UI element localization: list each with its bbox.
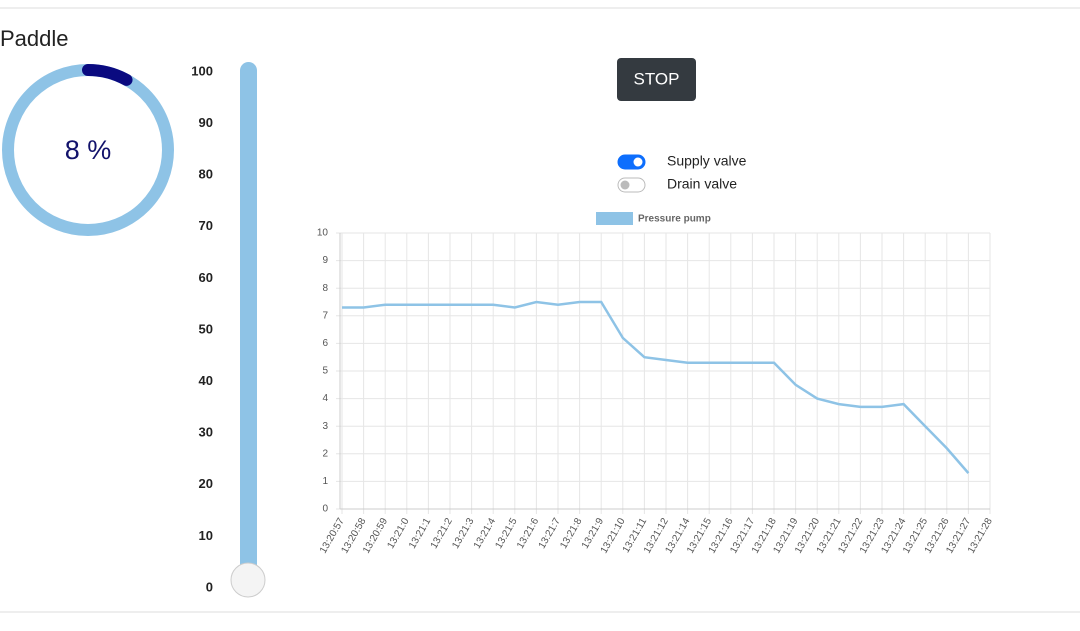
- y-tick-label: 1: [322, 476, 328, 487]
- slider-thumb[interactable]: [230, 562, 266, 598]
- slider-tick-label: 40: [199, 373, 213, 388]
- slider-tick-label: 10: [199, 528, 213, 543]
- slider-track[interactable]: [240, 62, 257, 590]
- y-tick-label: 3: [322, 421, 328, 432]
- toggle-label: Drain valve: [667, 176, 737, 192]
- legend-swatch: [596, 212, 633, 225]
- slider-tick-label: 100: [191, 63, 213, 78]
- gauge-label: 8 %: [65, 135, 112, 165]
- toggle-label: Supply valve: [667, 153, 747, 169]
- data-line: [342, 300, 970, 474]
- slider-tick-label: 90: [199, 115, 213, 130]
- y-tick-label: 2: [322, 448, 328, 459]
- toggle-knob[interactable]: [633, 157, 643, 167]
- stop-button[interactable]: [617, 58, 696, 101]
- y-tick-label: 8: [322, 283, 328, 294]
- stop-button-label[interactable]: STOP: [634, 69, 680, 88]
- y-tick-label: 5: [322, 366, 328, 377]
- slider-tick-label: 50: [199, 321, 213, 336]
- y-tick-label: 10: [317, 228, 329, 239]
- gauge-arc: [82, 64, 133, 86]
- y-tick-label: 0: [322, 504, 328, 515]
- y-tick-label: 9: [322, 255, 328, 266]
- legend-label: Pressure pump: [638, 214, 711, 225]
- y-tick-label: 6: [322, 338, 328, 349]
- slider-tick-label: 30: [199, 425, 213, 440]
- slider-tick-label: 80: [199, 167, 213, 182]
- y-tick-label: 4: [322, 393, 328, 404]
- toggle-knob[interactable]: [620, 180, 630, 190]
- slider-tick-label: 70: [199, 218, 213, 233]
- slider-tick-label: 20: [199, 476, 213, 491]
- y-tick-label: 7: [322, 310, 328, 321]
- panel-title: Paddle: [0, 26, 69, 51]
- slider-tick-label: 0: [206, 579, 213, 594]
- slider-tick-label: 60: [199, 270, 213, 285]
